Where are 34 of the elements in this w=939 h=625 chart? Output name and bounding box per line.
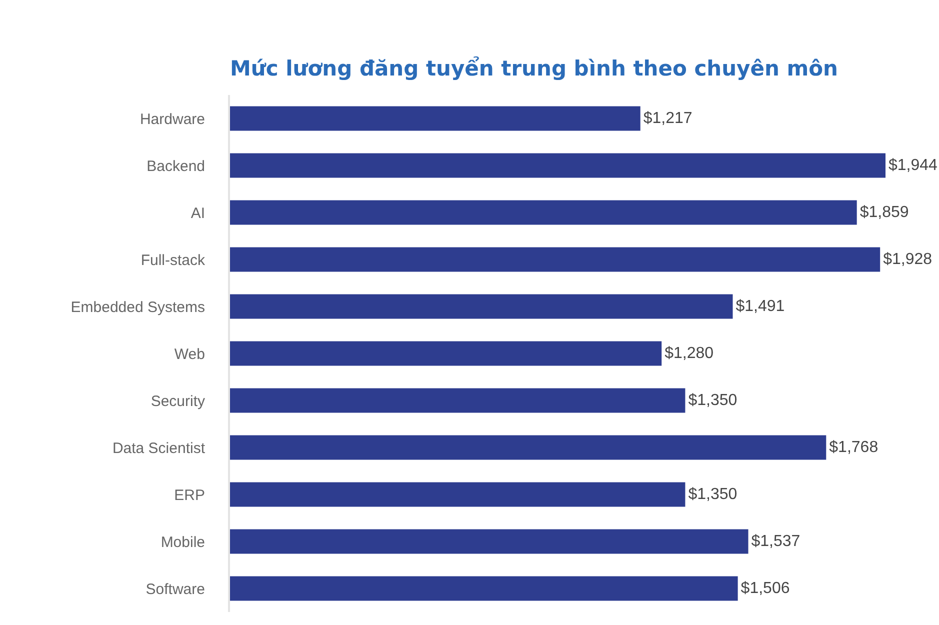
data-label: $1,350 xyxy=(688,392,738,409)
data-label: $1,768 xyxy=(829,439,878,456)
data-label: $1,537 xyxy=(751,533,800,550)
data-label: $1,280 xyxy=(664,345,714,362)
y-tick-label: Security xyxy=(150,392,206,410)
data-label: $1,350 xyxy=(688,486,738,503)
data-label: $1,217 xyxy=(643,110,692,127)
bar xyxy=(230,200,857,225)
data-label: $1,928 xyxy=(883,251,932,268)
y-tick-label: AI xyxy=(190,204,205,222)
y-tick-label: Web xyxy=(174,346,205,363)
y-tick-label: Backend xyxy=(146,158,205,175)
data-label: $1,859 xyxy=(860,204,909,221)
y-tick-label: Software xyxy=(146,580,205,598)
bar xyxy=(230,294,733,319)
bar xyxy=(230,153,886,178)
bar xyxy=(230,388,686,413)
y-tick-label: Full-stack xyxy=(140,252,206,269)
bar xyxy=(230,106,640,131)
bar xyxy=(230,576,738,601)
bar xyxy=(230,341,662,366)
data-label: $1,506 xyxy=(740,580,790,597)
data-label: $1,944 xyxy=(888,157,938,174)
data-label: $1,491 xyxy=(736,298,785,315)
bar xyxy=(230,529,748,554)
bar xyxy=(230,482,686,507)
y-tick-label: Mobile xyxy=(160,534,205,551)
y-tick-label: ERP xyxy=(174,486,205,504)
y-tick-label: Embedded Systems xyxy=(70,298,205,316)
bar xyxy=(230,247,880,272)
y-tick-label: Data Scientist xyxy=(112,440,206,457)
y-tick-label: Hardware xyxy=(140,110,205,128)
chart-title: Mức lương đăng tuyển trung bình theo chuyên môn xyxy=(230,55,838,80)
bar xyxy=(230,435,826,460)
